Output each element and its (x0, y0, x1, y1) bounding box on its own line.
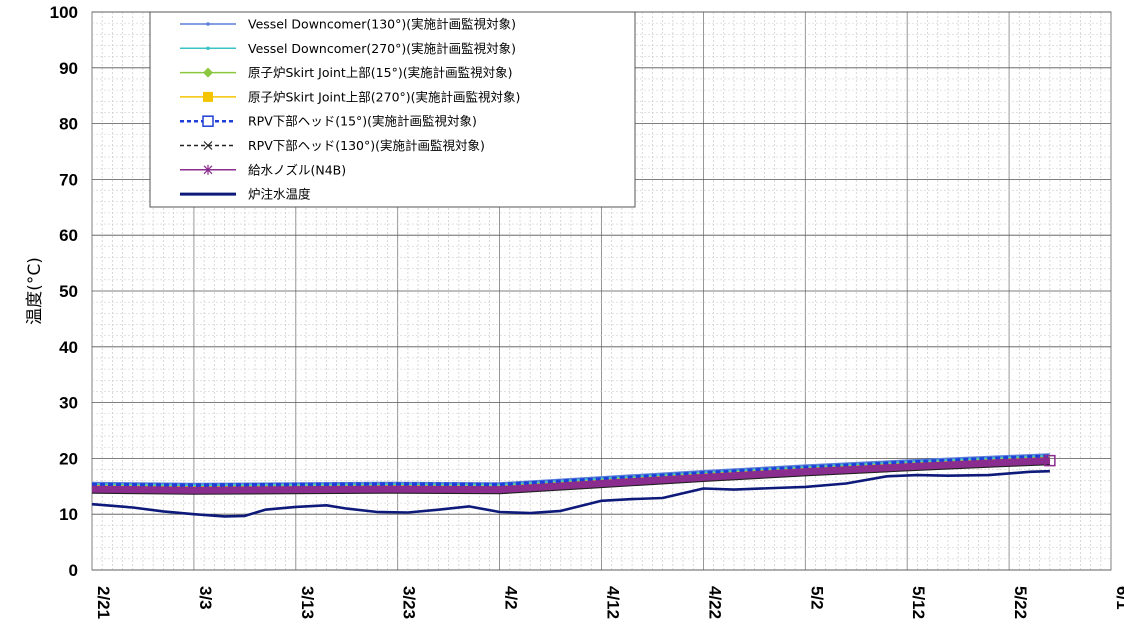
y-tick-label: 60 (59, 226, 78, 245)
legend-label: Vessel Downcomer(130°)(実施計画監視対象) (248, 17, 516, 32)
legend-label: RPV下部ヘッド(130°)(実施計画監視対象) (248, 138, 485, 153)
x-tick-labels: 2/21 3/3 3/13 3/23 4/2 4/12 4/22 5/2 5/12 5/22 6/1 (94, 586, 1124, 619)
y-tick-label: 50 (59, 282, 78, 301)
y-tick-label: 10 (59, 505, 78, 524)
legend-label: Vessel Downcomer(270°)(実施計画監視対象) (248, 41, 516, 56)
x-tick-label: 4/12 (604, 586, 623, 619)
legend-label: 原子炉Skirt Joint上部(15°)(実施計画監視対象) (248, 65, 512, 80)
legend: Vessel Downcomer(130°)(実施計画監視対象) Vessel D… (150, 12, 635, 207)
x-tick-label: 6/1 (1113, 586, 1124, 610)
y-tick-label: 40 (59, 338, 78, 357)
x-tick-label: 5/22 (1011, 586, 1030, 619)
legend-marker (203, 116, 213, 126)
y-tick-labels: 0 10 20 30 40 50 60 70 80 90 100 (50, 3, 78, 580)
y-tick-label: 0 (69, 561, 78, 580)
x-tick-label: 5/12 (909, 586, 928, 619)
legend-marker (206, 22, 210, 26)
legend-marker (203, 165, 213, 175)
x-tick-label: 4/22 (705, 586, 724, 619)
legend-label: RPV下部ヘッド(15°)(実施計画監視対象) (248, 114, 477, 129)
y-tick-label: 100 (50, 3, 78, 22)
legend-label: 原子炉Skirt Joint上部(270°)(実施計画監視対象) (248, 89, 520, 104)
x-tick-label: 4/2 (502, 586, 521, 610)
y-axis-label: 温度(°C) (25, 257, 45, 325)
y-tick-label: 80 (59, 115, 78, 134)
x-tick-label: 3/3 (196, 586, 215, 610)
legend-label: 炉注水温度 (248, 187, 311, 202)
y-tick-label: 20 (59, 449, 78, 468)
x-tick-label: 5/2 (807, 586, 826, 610)
x-tick-label: 3/23 (400, 586, 419, 619)
x-tick-label: 3/13 (298, 586, 317, 619)
legend-marker (203, 92, 213, 102)
legend-marker (206, 47, 210, 51)
legend-label: 給水ノズル(N4B) (248, 162, 346, 177)
y-tick-label: 90 (59, 59, 78, 78)
x-tick-label: 2/21 (94, 586, 113, 619)
y-tick-label: 70 (59, 170, 78, 189)
y-tick-label: 30 (59, 394, 78, 413)
